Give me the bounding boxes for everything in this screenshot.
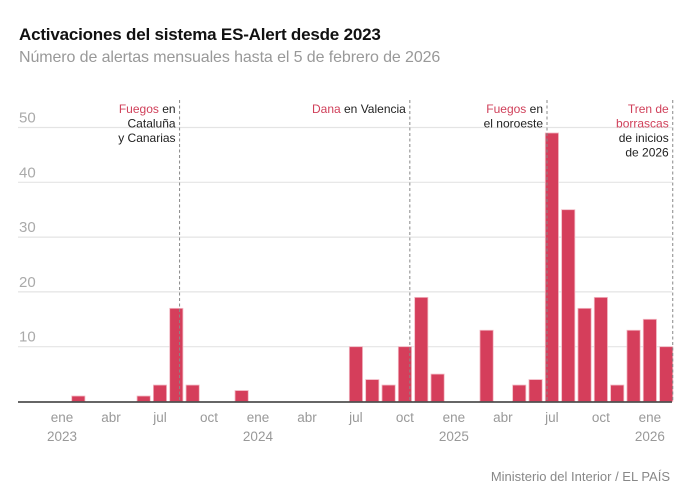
annotation-text: Tren de — [628, 102, 669, 116]
annotation-segment: el noroeste — [484, 117, 544, 131]
annotation-text: borrascas — [616, 117, 669, 131]
bar-2023-07 — [152, 384, 167, 402]
annotation-text: Fuegos en — [119, 102, 176, 116]
bar-2024-12 — [430, 373, 445, 402]
annotation-highlight: Fuegos — [486, 102, 526, 116]
y-tick-label: 20 — [19, 274, 36, 291]
annotation-text: Cataluña — [128, 117, 176, 131]
x-tick-month: ene — [639, 410, 662, 425]
annotation-segment: en — [526, 102, 543, 116]
annotation-highlight: Dana — [312, 102, 341, 116]
chart-title: Activaciones del sistema ES-Alert desde … — [19, 25, 381, 44]
bar-2026-02 — [659, 346, 674, 402]
bar-2023-02 — [71, 395, 86, 402]
bar-2024-09 — [381, 384, 396, 402]
x-tick-month: oct — [200, 410, 218, 425]
annotation-text: y Canarias — [118, 131, 175, 145]
x-tick-month: jul — [348, 410, 363, 425]
annotation-segment: de inicios — [619, 131, 669, 145]
annotation-highlight: borrascas — [616, 117, 669, 131]
annotation-text: de inicios — [619, 131, 669, 145]
annotation-text: Dana en Valencia — [312, 102, 406, 116]
x-tick-month: abr — [101, 410, 121, 425]
bar-2025-03 — [479, 329, 494, 402]
x-tick-year: 2025 — [439, 429, 469, 444]
x-tick-month: oct — [396, 410, 414, 425]
bar-2024-08 — [365, 379, 380, 402]
bar-2025-09 — [577, 307, 592, 402]
bar-2025-06 — [528, 379, 543, 402]
bar-2026-01 — [642, 318, 657, 402]
annotation-segment: de 2026 — [625, 146, 669, 160]
y-tick-label: 10 — [19, 329, 36, 346]
annotation-highlight: Tren de — [628, 102, 669, 116]
x-tick-month: jul — [152, 410, 167, 425]
bar-2025-10 — [593, 296, 608, 402]
bar-2025-05 — [512, 384, 527, 402]
annotation-segment: en Valencia — [341, 102, 406, 116]
x-tick-month: oct — [592, 410, 610, 425]
bar-2024-07 — [348, 346, 363, 402]
bar-2025-08 — [561, 209, 576, 402]
y-tick-label: 50 — [19, 110, 36, 127]
bar-2023-06 — [136, 395, 151, 402]
chart-subtitle: Número de alertas mensuales hasta el 5 d… — [19, 49, 441, 66]
x-tick-month: ene — [247, 410, 270, 425]
bar-2025-11 — [610, 384, 625, 402]
annotation-segment: en — [159, 102, 176, 116]
x-tick-month: ene — [51, 410, 74, 425]
annotation-highlight: Fuegos — [119, 102, 159, 116]
bar-2024-11 — [414, 296, 429, 402]
annotation-text: el noroeste — [484, 117, 544, 131]
x-tick-month: abr — [297, 410, 317, 425]
bar-2023-12 — [234, 390, 249, 402]
annotation-text: de 2026 — [625, 146, 669, 160]
y-tick-label: 30 — [19, 219, 36, 236]
x-tick-month: jul — [544, 410, 559, 425]
bar-2023-09 — [185, 384, 200, 402]
x-tick-month: ene — [443, 410, 466, 425]
annotation-segment: Cataluña — [128, 117, 176, 131]
x-tick-month: abr — [493, 410, 513, 425]
x-tick-year: 2024 — [243, 429, 274, 444]
source-credit: Ministerio del Interior / EL PAÍS — [490, 469, 670, 484]
annotation-segment: y Canarias — [118, 131, 175, 145]
bar-2025-12 — [626, 329, 641, 402]
y-tick-label: 40 — [19, 164, 36, 181]
x-tick-year: 2026 — [635, 429, 665, 444]
annotation-text: Fuegos en — [486, 102, 543, 116]
x-tick-year: 2023 — [47, 429, 77, 444]
bar-2023-08 — [169, 307, 184, 402]
